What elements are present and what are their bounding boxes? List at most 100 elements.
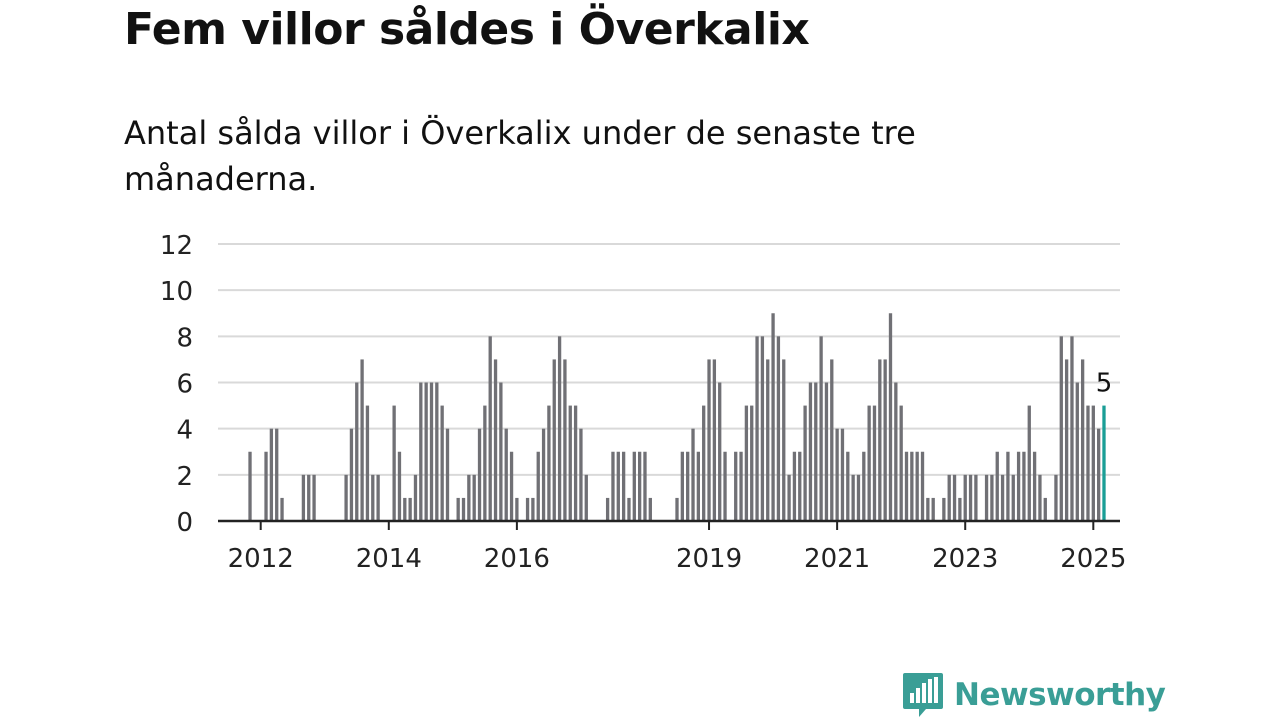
bar <box>888 313 893 521</box>
bar <box>584 474 588 521</box>
bar <box>766 359 770 521</box>
bar <box>424 382 428 521</box>
newsworthy-logo: Newsworthy <box>902 670 1166 720</box>
bar <box>605 497 610 521</box>
bar <box>1080 359 1085 521</box>
bar <box>755 336 759 521</box>
bar <box>637 451 642 521</box>
bar <box>947 474 951 521</box>
bar <box>680 451 684 521</box>
bar <box>344 474 348 521</box>
bar <box>808 382 813 521</box>
bar <box>696 451 701 521</box>
bar <box>280 497 284 521</box>
bar <box>264 451 268 521</box>
bar <box>734 451 738 521</box>
bar <box>248 451 252 521</box>
bar <box>493 359 498 521</box>
bar <box>840 428 845 521</box>
bar <box>952 474 957 521</box>
bar <box>1000 474 1005 521</box>
x-tick-label: 2016 <box>484 544 550 574</box>
bar <box>675 497 679 521</box>
bar <box>899 405 903 521</box>
bar <box>744 405 749 521</box>
bar <box>568 405 572 521</box>
bar <box>750 405 754 521</box>
chart-subtitle: Antal sålda villor i Överkalix under de … <box>124 114 916 198</box>
bar <box>445 428 450 521</box>
bar <box>851 474 855 521</box>
x-tick-label: 2012 <box>228 544 294 574</box>
bar <box>552 359 556 521</box>
y-tick-label: 10 <box>160 277 193 307</box>
chart-title: Fem villor såldes i Överkalix <box>124 4 810 55</box>
bar <box>403 497 407 521</box>
bar <box>931 497 935 521</box>
bar <box>392 405 396 521</box>
bar <box>541 428 546 521</box>
bar <box>1006 451 1010 521</box>
bar <box>942 497 946 521</box>
bar <box>397 451 402 521</box>
bar <box>1016 451 1021 521</box>
bar <box>499 382 503 521</box>
bar <box>894 382 898 521</box>
bar <box>488 336 492 521</box>
bar <box>1091 405 1095 521</box>
bar <box>910 451 914 521</box>
bar <box>408 497 412 521</box>
x-tick-label: 2014 <box>356 544 422 574</box>
bar <box>984 474 989 521</box>
bar <box>413 474 418 521</box>
bar <box>723 451 727 521</box>
bar <box>307 474 311 521</box>
bar <box>904 451 909 521</box>
bar <box>573 405 578 521</box>
bar <box>958 497 962 521</box>
bar <box>782 359 786 521</box>
bar <box>1022 451 1026 521</box>
x-tick-label: 2023 <box>932 544 998 574</box>
y-tick-label: 4 <box>176 416 193 446</box>
bar <box>792 451 797 521</box>
bar <box>883 359 887 521</box>
bar <box>867 405 871 521</box>
x-tick-label: 2025 <box>1060 544 1126 574</box>
bar <box>691 428 695 521</box>
bar <box>621 451 626 521</box>
bar <box>472 474 476 521</box>
bar <box>627 497 631 521</box>
bar <box>1043 497 1047 521</box>
bar <box>429 382 434 521</box>
bar <box>275 428 279 521</box>
bar <box>856 474 861 521</box>
bar <box>349 428 354 521</box>
bar <box>862 451 866 521</box>
bar <box>803 405 807 521</box>
y-tick-label: 12 <box>160 231 193 261</box>
bar <box>920 451 925 521</box>
bar <box>531 497 535 521</box>
bar <box>878 359 882 521</box>
y-tick-label: 8 <box>176 323 193 353</box>
bar <box>798 451 802 521</box>
bar <box>787 474 791 521</box>
bar <box>536 451 540 521</box>
bar <box>963 474 967 521</box>
bar <box>632 451 636 521</box>
bar <box>419 382 423 521</box>
bar <box>616 451 620 521</box>
bar <box>1059 336 1063 521</box>
bar <box>509 451 514 521</box>
bar <box>1011 474 1015 521</box>
highlight-bar <box>1102 405 1106 521</box>
bar <box>819 336 823 521</box>
bar <box>686 451 690 521</box>
bar <box>1054 474 1058 521</box>
x-tick-label: 2019 <box>676 544 742 574</box>
bar <box>301 474 306 521</box>
bar <box>269 428 274 521</box>
bar <box>707 359 711 521</box>
